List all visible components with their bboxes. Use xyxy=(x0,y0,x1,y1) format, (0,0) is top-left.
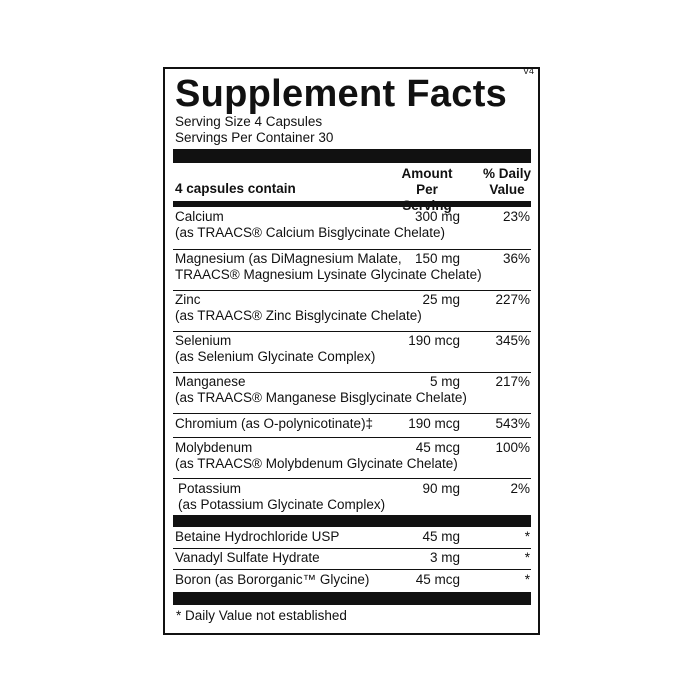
daily-value: 217% xyxy=(495,374,530,389)
divider-bar xyxy=(173,149,531,163)
nutrient-name: Potassium xyxy=(178,481,242,496)
daily-value: * xyxy=(524,572,530,587)
amount: 150 mg xyxy=(414,251,460,266)
amount: 45 mcg xyxy=(415,572,460,587)
amount: 25 mg xyxy=(422,292,460,307)
daily-value: 23% xyxy=(502,209,530,224)
row-divider xyxy=(173,249,531,250)
row-divider xyxy=(173,437,531,438)
nutrient-name: Molybdenum xyxy=(175,440,253,455)
nutrient-detail: (as TRAACS® Molybdenum Glycinate Chelate… xyxy=(175,456,458,471)
nutrient-name: Zinc xyxy=(175,292,201,307)
serving-size: Serving Size 4 Capsules xyxy=(175,114,323,129)
amount: 300 mg xyxy=(414,209,460,224)
nutrient-detail: (as TRAACS® Manganese Bisglycinate Chela… xyxy=(175,390,467,405)
daily-value: 543% xyxy=(495,416,530,431)
row-divider xyxy=(173,548,531,549)
amount: 190 mcg xyxy=(408,333,460,348)
amount: 5 mg xyxy=(429,374,460,389)
version: V4 xyxy=(523,66,535,76)
nutrient-name: Selenium xyxy=(175,333,232,348)
nutrient-name: Calcium xyxy=(175,209,224,224)
row-divider xyxy=(173,569,531,570)
divider-bar xyxy=(173,515,531,527)
nutrient-name: Betaine Hydrochloride USP xyxy=(175,529,340,544)
daily-value: 227% xyxy=(495,292,530,307)
nutrient-detail: (as TRAACS® Calcium Bisglycinate Chelate… xyxy=(175,225,446,240)
nutrient-name: Manganese xyxy=(175,374,246,389)
amount: 190 mcg xyxy=(408,416,460,431)
row-divider xyxy=(173,372,531,373)
title: Supplement Facts xyxy=(175,73,508,115)
daily-value: 36% xyxy=(502,251,530,266)
column-header: % Daily Value xyxy=(482,166,532,197)
amount: 45 mg xyxy=(422,529,460,544)
daily-value: 345% xyxy=(495,333,530,348)
nutrient-detail: (as Potassium Glycinate Complex) xyxy=(178,497,386,512)
daily-value: * xyxy=(524,529,530,544)
nutrient-name: Chromium (as O-polynicotinate)‡ xyxy=(175,416,374,431)
nutrient-detail: (as TRAACS® Zinc Bisglycinate Chelate) xyxy=(175,308,422,323)
divider-bar xyxy=(173,592,531,605)
daily-value: 100% xyxy=(495,440,530,455)
row-divider xyxy=(173,413,531,414)
nutrient-detail: TRAACS® Magnesium Lysinate Glycinate Che… xyxy=(175,267,482,282)
row-divider xyxy=(173,290,531,291)
row-divider xyxy=(173,478,531,479)
label-border xyxy=(163,67,540,635)
amount: 45 mcg xyxy=(415,440,460,455)
divider-bar xyxy=(173,201,531,207)
nutrient-detail: (as Selenium Glycinate Complex) xyxy=(175,349,376,364)
nutrient-name: Vanadyl Sulfate Hydrate xyxy=(175,550,320,565)
amount: 3 mg xyxy=(429,550,460,565)
daily-value: * xyxy=(524,550,530,565)
nutrient-name: Boron (as Bororganic™ Glycine) xyxy=(175,572,370,587)
footnote: * Daily Value not established xyxy=(176,608,347,623)
nutrient-name: Magnesium (as DiMagnesium Malate, xyxy=(175,251,402,266)
amount: 90 mg xyxy=(422,481,460,496)
servings-per-container: Servings Per Container 30 xyxy=(175,130,334,145)
row-divider xyxy=(173,331,531,332)
column-header: 4 capsules contain xyxy=(175,181,296,196)
daily-value: 2% xyxy=(510,481,530,496)
